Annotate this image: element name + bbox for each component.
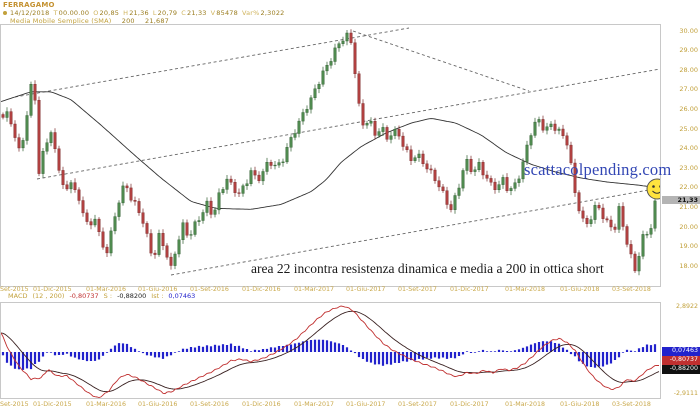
sma-legend: Media Mobile Semplice (SMA) 200 21,687 <box>10 17 169 25</box>
macd-legend-token: Ist : <box>151 292 164 300</box>
sma-legend-name: Media Mobile Semplice (SMA) <box>10 17 112 25</box>
price-axis-label: 20.00 <box>679 222 698 231</box>
date-axis-label: 01-Set-2016 <box>190 286 229 293</box>
quote-bullet-icon <box>3 11 7 15</box>
date-axis-label: 01-Dic-2016 <box>242 286 281 293</box>
date-axis-main: Set-2015 01-Dic-2015 01-Mar-2016 01-Giu-201… <box>0 286 661 294</box>
date-axis-label: 03-Set-2018 <box>612 401 651 408</box>
date-axis-label: 01-Dic-2015 <box>33 286 72 293</box>
date-axis-label: 01-Mar-2016 <box>86 401 127 408</box>
macd-legend-token: -0,80737 <box>69 292 99 300</box>
macd-legend-token: S : <box>103 292 113 300</box>
quote-token: L20,79 <box>152 9 178 17</box>
date-axis-label: 01-Mar-2016 <box>86 286 127 293</box>
date-axis-label: 01-Mar-2017 <box>294 286 335 293</box>
quote-values: 14/12/2018 T00.00.00 O20,85 H21,36 L20,79 C21… <box>9 9 289 17</box>
price-axis-label: 23.00 <box>679 163 698 172</box>
macd-legend-token: -0,88200 <box>117 292 147 300</box>
macd-chart-canvas[interactable] <box>1 303 660 398</box>
macd-value-badge: -0,88200 <box>662 365 700 374</box>
analysis-annotation: area 22 incontra resistenza dinamica e m… <box>251 261 604 276</box>
macd-indicator-panel[interactable] <box>0 302 661 399</box>
macd-line <box>1 305 660 398</box>
quote-token: T00.00.00 <box>53 9 90 17</box>
price-axis-label: 30.00 <box>679 26 698 35</box>
macd-value-badge: -0,80737 <box>662 356 700 365</box>
date-axis-label: 01-Set-2017 <box>398 401 437 408</box>
macd-legend-token: (12 , 200) <box>32 292 65 300</box>
date-axis-label: Set-2015 <box>0 401 29 408</box>
macd-value-badge: 0,07463 <box>662 347 700 356</box>
quote-token: O20,85 <box>93 9 120 17</box>
trendline-peak-resistance <box>352 30 530 92</box>
price-chart-panel[interactable] <box>0 24 661 287</box>
macd-legend-token: MACD <box>8 292 28 300</box>
macd-axis-label: 2,8922 <box>675 302 698 310</box>
quote-token: C21,33 <box>181 9 207 17</box>
sma-legend-value: 21,687 <box>145 17 169 25</box>
watermark-text: scattacolpending.com <box>524 160 672 179</box>
macd-legend-token: 0,07463 <box>168 292 196 300</box>
date-axis-label: 01-Set-2017 <box>398 286 437 293</box>
price-axis-label: 29.00 <box>679 46 698 55</box>
price-axis: 30.00 29.00 28.00 27.00 26.00 25.00 24.00 23.00… <box>662 24 700 287</box>
sma200-line <box>1 91 660 210</box>
price-axis-label: 26.00 <box>679 104 698 113</box>
date-axis-label: 01-Dic-2017 <box>450 401 489 408</box>
macd-legend: MACD (12 , 200) -0,80737 S : -0,88200 Ist : 0,… <box>8 292 200 300</box>
date-axis-label: 01-Giu-2017 <box>346 286 386 293</box>
date-axis-label: 03-Set-2018 <box>612 286 651 293</box>
smiley-marker <box>646 178 660 200</box>
macd-signal-line <box>1 310 660 393</box>
price-axis-label: 28.00 <box>679 65 698 74</box>
date-axis-label: 01-Mar-2018 <box>505 286 546 293</box>
quote-line: 14/12/2018 T00.00.00 O20,85 H21,36 L20,79 C21… <box>3 9 289 17</box>
price-axis-label: 19.00 <box>679 242 698 251</box>
date-axis-label: 01-Mar-2017 <box>294 401 335 408</box>
date-axis-label: 01-Giu-2016 <box>138 286 178 293</box>
date-axis-macd: Set-2015 01-Dic-2015 01-Mar-2016 01-Giu-201… <box>0 401 661 409</box>
date-axis-label: 01-Dic-2016 <box>242 401 281 408</box>
price-axis-label: 22.00 <box>679 183 698 192</box>
price-axis-label: 18.00 <box>679 261 698 270</box>
price-axis-label: 25.00 <box>679 124 698 133</box>
quote-token: Var%2,3022 <box>241 9 285 17</box>
macd-axis: 2,8922 -2,9111 0,07463 -0,80737 -0,88200 <box>662 302 700 399</box>
trendline-middle-channel <box>36 68 660 180</box>
macd-axis-label: -2,9111 <box>673 390 698 398</box>
quote-token: 14/12/2018 <box>10 9 50 17</box>
candlestick-chart-canvas[interactable] <box>1 25 660 286</box>
quote-token: H21,36 <box>123 9 149 17</box>
date-axis-label: 01-Dic-2017 <box>450 286 489 293</box>
date-axis-label: 01-Set-2016 <box>190 401 229 408</box>
quote-token: V85478 <box>210 9 238 17</box>
date-axis-label: 01-Giu-2018 <box>560 286 600 293</box>
trendline-lower-channel <box>170 187 660 276</box>
price-axis-label: 21.00 <box>679 202 698 211</box>
date-axis-label: 01-Giu-2016 <box>138 401 178 408</box>
date-axis-label: 01-Giu-2017 <box>346 401 386 408</box>
last-price-badge: 21,33 <box>662 195 700 205</box>
date-axis-label: Set-2015 <box>0 286 29 293</box>
instrument-title: FERRAGAMO <box>3 1 55 9</box>
date-axis-label: 01-Dic-2015 <box>33 401 72 408</box>
date-axis-label: 01-Giu-2018 <box>560 401 600 408</box>
date-axis-label: 01-Mar-2018 <box>505 401 546 408</box>
sma-legend-period: 200 <box>121 17 135 25</box>
price-axis-label: 24.00 <box>679 144 698 153</box>
price-axis-label: 27.00 <box>679 85 698 94</box>
